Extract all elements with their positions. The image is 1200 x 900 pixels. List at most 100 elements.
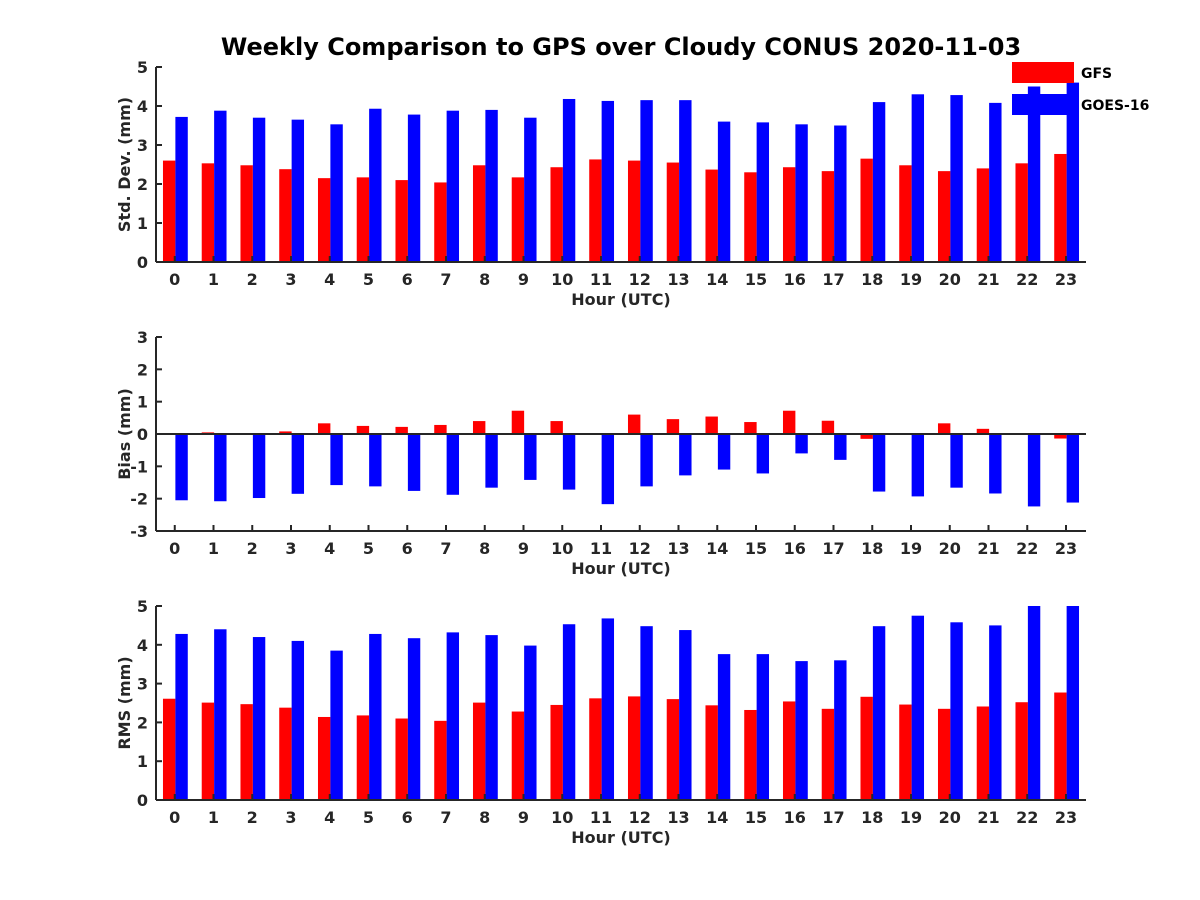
x-tick-label: 4 bbox=[324, 539, 335, 558]
goes-bar-12 bbox=[640, 626, 653, 800]
goes-bar-13 bbox=[679, 434, 692, 476]
x-tick-label: 5 bbox=[363, 808, 374, 827]
x-tick-label: 0 bbox=[169, 270, 180, 289]
x-tick-label: 22 bbox=[1016, 270, 1038, 289]
x-tick-label: 15 bbox=[745, 539, 767, 558]
goes-legend-swatch bbox=[1012, 94, 1074, 115]
x-tick-label: 3 bbox=[285, 539, 296, 558]
x-tick-label: 13 bbox=[667, 808, 689, 827]
goes-bar-1 bbox=[214, 629, 227, 800]
gfs-bar-9 bbox=[511, 711, 525, 800]
goes-bar-23 bbox=[1066, 434, 1080, 503]
x-tick-label: 14 bbox=[706, 270, 728, 289]
y-tick-label: 2 bbox=[137, 175, 148, 194]
x-tick-label: 20 bbox=[939, 808, 961, 827]
goes-legend-label: GOES-16 bbox=[1081, 98, 1149, 114]
gfs-bar-21 bbox=[976, 428, 990, 434]
goes-bar-8 bbox=[485, 635, 498, 800]
gfs-bar-11 bbox=[589, 698, 602, 800]
goes-bar-10 bbox=[562, 434, 576, 490]
goes-bar-6 bbox=[407, 434, 421, 491]
gfs-bar-13 bbox=[666, 162, 680, 262]
x-tick-label: 13 bbox=[667, 539, 689, 558]
goes-bar-0 bbox=[175, 434, 188, 501]
goes-bar-5 bbox=[369, 633, 382, 800]
gfs-bar-3 bbox=[279, 431, 292, 434]
gfs-bar-15 bbox=[744, 422, 757, 434]
goes-bar-1 bbox=[214, 110, 227, 263]
x-tick-label: 12 bbox=[629, 808, 651, 827]
x-tick-label: 0 bbox=[169, 539, 180, 558]
goes-bar-20 bbox=[950, 622, 963, 800]
goes-bar-7 bbox=[446, 632, 460, 800]
x-tick-label: 12 bbox=[629, 539, 651, 558]
x-tick-label: 0 bbox=[169, 808, 180, 827]
goes-bar-18 bbox=[872, 626, 886, 800]
x-tick-label: 18 bbox=[861, 808, 883, 827]
gfs-bar-19 bbox=[899, 165, 912, 262]
goes-bar-12 bbox=[640, 434, 653, 487]
x-tick-label: 2 bbox=[247, 808, 258, 827]
goes-bar-17 bbox=[834, 660, 847, 800]
x-tick-label: 6 bbox=[402, 270, 413, 289]
y-tick-label: 4 bbox=[137, 97, 148, 116]
goes-bar-13 bbox=[679, 100, 692, 263]
gfs-bar-10 bbox=[550, 421, 563, 434]
goes-bar-23 bbox=[1066, 82, 1080, 262]
x-axis-label: Hour (UTC) bbox=[571, 290, 671, 309]
gfs-bar-17 bbox=[821, 171, 835, 262]
x-tick-label: 16 bbox=[784, 808, 806, 827]
x-tick-label: 2 bbox=[247, 539, 258, 558]
gfs-bar-12 bbox=[627, 414, 641, 434]
goes-bar-9 bbox=[524, 117, 537, 262]
goes-bar-5 bbox=[369, 434, 382, 487]
goes-bar-3 bbox=[291, 640, 305, 800]
gfs-bar-3 bbox=[279, 707, 292, 800]
gfs-bar-8 bbox=[472, 702, 486, 800]
x-tick-label: 18 bbox=[861, 270, 883, 289]
x-tick-label: 21 bbox=[977, 270, 999, 289]
chart-title: Weekly Comparison to GPS over Cloudy CON… bbox=[221, 33, 1021, 61]
goes-bar-2 bbox=[252, 637, 266, 800]
goes-bar-19 bbox=[911, 94, 925, 262]
x-tick-label: 16 bbox=[784, 539, 806, 558]
gfs-bar-9 bbox=[511, 410, 525, 434]
x-tick-label: 23 bbox=[1055, 539, 1077, 558]
x-tick-label: 20 bbox=[939, 539, 961, 558]
gfs-bar-23 bbox=[1054, 434, 1067, 439]
gfs-bar-10 bbox=[550, 704, 563, 800]
gfs-bar-15 bbox=[744, 709, 757, 800]
x-tick-label: 19 bbox=[900, 270, 922, 289]
y-axis-label: RMS (mm) bbox=[115, 656, 134, 749]
x-tick-label: 8 bbox=[479, 270, 490, 289]
goes-bar-14 bbox=[717, 654, 731, 800]
gfs-bar-8 bbox=[472, 165, 486, 262]
gfs-bar-21 bbox=[976, 168, 990, 262]
goes-bar-17 bbox=[834, 434, 847, 460]
gfs-bar-1 bbox=[201, 702, 215, 800]
goes-bar-12 bbox=[640, 100, 653, 263]
x-tick-label: 21 bbox=[977, 808, 999, 827]
x-tick-label: 5 bbox=[363, 539, 374, 558]
gfs-bar-9 bbox=[511, 177, 525, 262]
x-tick-label: 23 bbox=[1055, 270, 1077, 289]
goes-bar-7 bbox=[446, 110, 460, 263]
goes-bar-2 bbox=[252, 117, 266, 262]
y-tick-label: 1 bbox=[137, 214, 148, 233]
x-tick-label: 9 bbox=[518, 808, 529, 827]
gfs-bar-5 bbox=[356, 425, 370, 434]
gfs-bar-13 bbox=[666, 699, 680, 800]
gfs-bar-3 bbox=[279, 169, 292, 262]
x-tick-label: 10 bbox=[551, 808, 573, 827]
goes-bar-10 bbox=[562, 624, 576, 800]
y-tick-label: 4 bbox=[137, 636, 148, 655]
goes-bar-22 bbox=[1027, 434, 1041, 507]
y-tick-label: 1 bbox=[137, 752, 148, 771]
goes-bar-1 bbox=[214, 434, 227, 502]
gfs-bar-22 bbox=[1015, 163, 1028, 262]
x-tick-label: 7 bbox=[440, 270, 451, 289]
x-tick-label: 3 bbox=[285, 808, 296, 827]
gfs-bar-14 bbox=[705, 416, 718, 434]
